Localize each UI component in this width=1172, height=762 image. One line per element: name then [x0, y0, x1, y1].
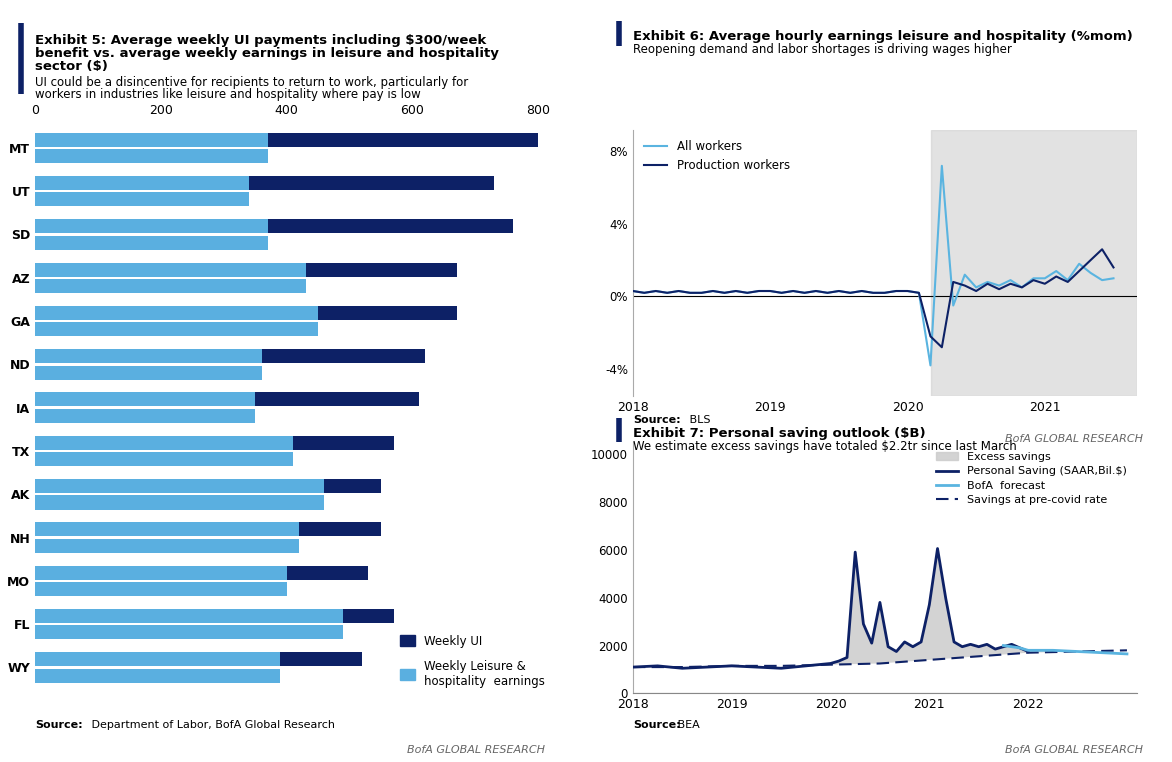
Bar: [35, 235, 268, 250]
Bar: [280, 652, 362, 666]
Legend: Weekly UI, Weekly Leisure &
hospitality  earnings: Weekly UI, Weekly Leisure & hospitality …: [401, 635, 545, 687]
Bar: [35, 366, 261, 379]
Text: Source:: Source:: [35, 720, 83, 730]
Legend: All workers, Production workers: All workers, Production workers: [639, 136, 795, 177]
Bar: [35, 392, 255, 406]
Bar: [35, 565, 287, 580]
Bar: [299, 522, 381, 536]
Bar: [931, 130, 1137, 396]
Bar: [255, 392, 418, 406]
Bar: [35, 192, 248, 207]
Bar: [35, 479, 325, 493]
Text: Reopening demand and labor shortages is driving wages higher: Reopening demand and labor shortages is …: [633, 43, 1011, 56]
Bar: [343, 609, 394, 623]
Text: BofA GLOBAL RESEARCH: BofA GLOBAL RESEARCH: [407, 745, 545, 755]
Bar: [35, 149, 268, 163]
Text: BofA GLOBAL RESEARCH: BofA GLOBAL RESEARCH: [1004, 745, 1143, 755]
Text: Exhibit 5: Average weekly UI payments including $300/week: Exhibit 5: Average weekly UI payments in…: [35, 34, 486, 47]
Text: Department of Labor, BofA Global Research: Department of Labor, BofA Global Researc…: [88, 720, 335, 730]
Bar: [325, 479, 381, 493]
Bar: [318, 306, 457, 320]
Bar: [35, 409, 255, 423]
Text: BofA GLOBAL RESEARCH: BofA GLOBAL RESEARCH: [1004, 434, 1143, 444]
Bar: [35, 609, 343, 623]
Bar: [35, 452, 293, 466]
Bar: [35, 279, 306, 293]
Bar: [35, 582, 287, 596]
Text: Exhibit 7: Personal saving outlook ($B): Exhibit 7: Personal saving outlook ($B): [633, 427, 926, 440]
Bar: [261, 349, 425, 363]
Text: UI could be a disincentive for recipients to return to work, particularly for: UI could be a disincentive for recipient…: [35, 76, 469, 89]
Bar: [35, 539, 299, 552]
Bar: [287, 565, 368, 580]
Bar: [35, 176, 248, 190]
Bar: [35, 133, 268, 147]
Bar: [35, 322, 318, 336]
Bar: [268, 133, 538, 147]
Bar: [268, 219, 513, 233]
Bar: [35, 263, 306, 277]
Bar: [35, 522, 299, 536]
Text: We estimate excess savings have totaled $2.2tr since last March: We estimate excess savings have totaled …: [633, 440, 1016, 453]
Text: workers in industries like leisure and hospitality where pay is low: workers in industries like leisure and h…: [35, 88, 421, 101]
Legend: Excess savings, Personal Saving (SAAR,Bil.$), BofA  forecast, Savings at pre-cov: Excess savings, Personal Saving (SAAR,Bi…: [932, 447, 1131, 510]
Bar: [35, 626, 343, 639]
Text: BLS: BLS: [686, 415, 710, 425]
Bar: [306, 263, 457, 277]
Bar: [35, 306, 318, 320]
Bar: [35, 349, 261, 363]
Text: Source:: Source:: [633, 415, 681, 425]
Bar: [35, 436, 293, 450]
Text: BEA: BEA: [674, 720, 700, 730]
Text: Exhibit 6: Average hourly earnings leisure and hospitality (%mom): Exhibit 6: Average hourly earnings leisu…: [633, 30, 1132, 43]
Bar: [248, 176, 495, 190]
Bar: [35, 668, 280, 683]
Bar: [35, 219, 268, 233]
Text: benefit vs. average weekly earnings in leisure and hospitality: benefit vs. average weekly earnings in l…: [35, 47, 499, 60]
Bar: [35, 652, 280, 666]
Text: sector ($): sector ($): [35, 60, 108, 73]
Bar: [293, 436, 394, 450]
Text: Source:: Source:: [633, 720, 681, 730]
Bar: [35, 495, 325, 510]
